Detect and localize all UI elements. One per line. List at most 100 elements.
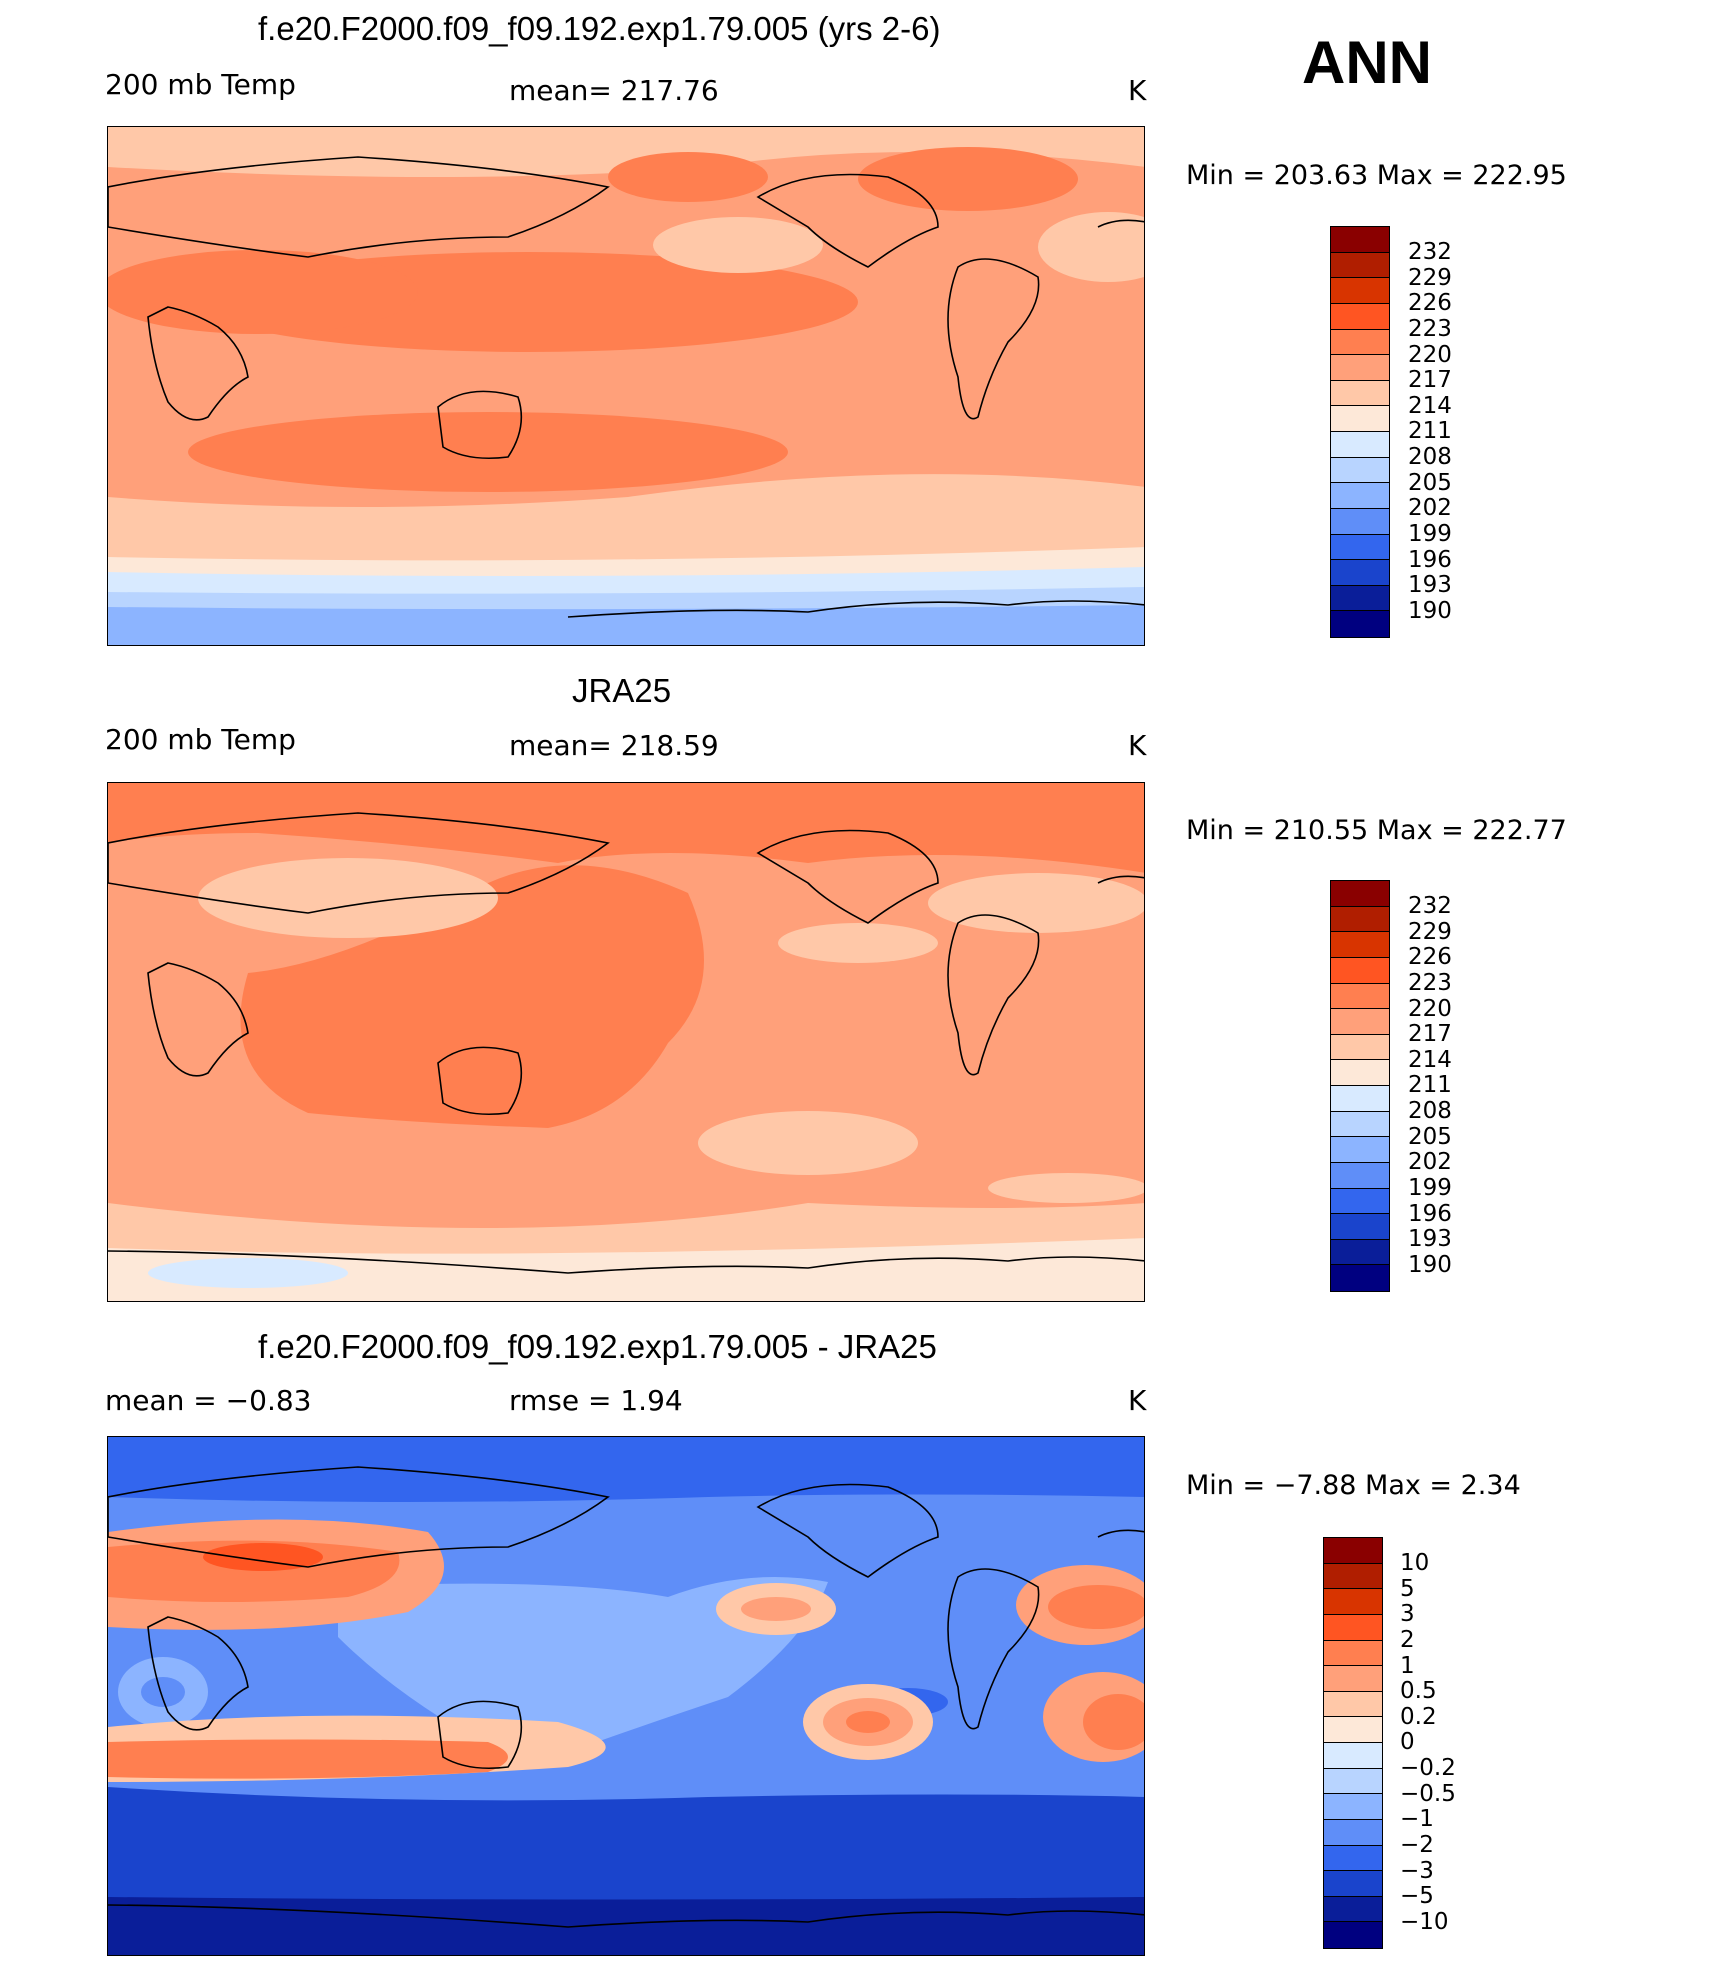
colorbar-swatch [1324,1794,1382,1820]
colorbar-swatch [1331,585,1389,612]
panel-1-title: f.e20.F2000.f09_f09.192.exp1.79.005 (yrs… [258,10,941,47]
panel-1-units-label: K [1128,74,1147,107]
colorbar-swatch [1324,1896,1382,1923]
colorbar-tick-label: 0.2 [1400,1703,1437,1730]
panel-3-title: f.e20.F2000.f09_f09.192.exp1.79.005 - JR… [258,1328,937,1365]
colorbar-swatch [1324,1819,1382,1846]
colorbar-tick-label: 5 [1400,1575,1415,1602]
panel-1-map [107,126,1145,646]
colorbar-swatch [1331,508,1389,535]
colorbar-tick-label: −3 [1400,1857,1434,1884]
colorbar-tick-label: 0 [1400,1729,1415,1756]
colorbar-swatch [1331,1060,1389,1086]
colorbar-swatch [1331,1034,1389,1061]
colorbar-swatch [1331,406,1389,432]
colorbar-swatch [1331,1239,1389,1266]
panel-2-units-label: K [1128,729,1147,762]
colorbar-swatch [1331,1162,1389,1189]
colorbar-swatch [1331,1086,1389,1112]
season-label: ANN [1302,29,1432,96]
colorbar-tick-label: −0.2 [1400,1755,1456,1781]
colorbar-swatch [1331,534,1389,561]
colorbar-tick-label: 202 [1408,1149,1452,1176]
colorbar-swatch [1324,1614,1382,1641]
panel-1-variable-label: 200 mb Temp [105,68,296,101]
colorbar-swatch [1324,1768,1382,1795]
colorbar-tick-label: −10 [1400,1908,1449,1935]
panel-2-minmax: Min = 210.55 Max = 222.77 [1186,815,1567,846]
colorbar-swatch [1324,1589,1382,1615]
colorbar-swatch [1324,1691,1382,1718]
panel-3-rmse-label: rmse = 1.94 [509,1384,683,1417]
panel-3-map [107,1436,1145,1956]
panel-2-mean-label: mean= 218.59 [509,729,719,762]
colorbar-tick-label: 220 [1408,995,1452,1022]
panel-2-map [107,782,1145,1302]
colorbar-swatch [1331,1265,1389,1291]
panel-2-colorbar-ticks: 232 229 226 223 220 217 214 211 208 205 202 199 196 1… [1408,893,1452,1278]
colorbar-swatch [1331,380,1389,407]
colorbar-tick-label: 190 [1408,1251,1452,1278]
panel-3-colorbar-ticks: 10 5 3 2 1 0.5 0.2 0 −0.2 −0.5 −1 −2 −3 −5 −10 [1400,1550,1456,1935]
colorbar-tick-label: 223 [1408,315,1452,342]
colorbar-tick-label: 211 [1408,418,1452,445]
colorbar-tick-label: 217 [1408,1021,1452,1048]
colorbar-tick-label: 229 [1408,918,1452,945]
colorbar-tick-label: 202 [1408,495,1452,522]
panel-1-mean-label: mean= 217.76 [509,74,719,107]
colorbar-swatch [1324,1743,1382,1769]
panel-3-mean-label: mean = −0.83 [105,1384,312,1417]
colorbar-swatch [1331,303,1389,330]
panel-3-units-label: K [1128,1384,1147,1417]
colorbar-swatch [1331,1009,1389,1035]
colorbar-tick-label: 3 [1400,1601,1415,1628]
panel-2-variable-label: 200 mb Temp [105,723,296,756]
colorbar-swatch [1331,252,1389,279]
colorbar-tick-label: 196 [1408,1200,1452,1227]
colorbar-tick-label: 232 [1408,893,1452,919]
panel-2-contour-field [108,783,1144,1301]
colorbar-swatch [1331,932,1389,958]
colorbar-tick-label: −5 [1400,1883,1434,1910]
colorbar-tick-label: 232 [1408,239,1452,265]
colorbar-swatch [1331,329,1389,356]
colorbar-tick-label: 220 [1408,341,1452,368]
panel-1-minmax: Min = 203.63 Max = 222.95 [1186,160,1567,191]
colorbar-tick-label: 223 [1408,969,1452,996]
colorbar-tick-label: −0.5 [1400,1780,1456,1807]
colorbar-tick-label: 211 [1408,1072,1452,1099]
colorbar-swatch [1331,432,1389,458]
colorbar-tick-label: 226 [1408,290,1452,317]
colorbar-tick-label: 205 [1408,469,1452,496]
panel-3-colorbar [1323,1537,1383,1949]
panel-2-title: JRA25 [572,672,672,709]
panel-3-contour-field [108,1437,1144,1955]
colorbar-swatch [1324,1640,1382,1667]
colorbar-swatch [1331,457,1389,484]
colorbar-swatch [1331,355,1389,381]
colorbar-tick-label: 10 [1400,1550,1430,1576]
colorbar-tick-label: 214 [1408,392,1452,419]
colorbar-tick-label: 193 [1408,572,1452,599]
colorbar-tick-label: 199 [1408,1174,1452,1201]
colorbar-tick-label: 199 [1408,520,1452,547]
colorbar-tick-label: 217 [1408,367,1452,394]
colorbar-swatch [1324,1922,1382,1948]
panel-1-colorbar [1330,226,1390,638]
colorbar-swatch [1331,560,1389,586]
colorbar-swatch [1331,227,1389,253]
colorbar-swatch [1324,1538,1382,1564]
colorbar-tick-label: −2 [1400,1831,1434,1858]
colorbar-swatch [1324,1871,1382,1897]
colorbar-tick-label: 205 [1408,1123,1452,1150]
colorbar-swatch [1324,1717,1382,1743]
colorbar-tick-label: 190 [1408,597,1452,624]
colorbar-swatch [1331,1188,1389,1215]
colorbar-swatch [1331,881,1389,907]
colorbar-tick-label: 193 [1408,1226,1452,1253]
colorbar-tick-label: 214 [1408,1046,1452,1073]
colorbar-swatch [1331,906,1389,933]
colorbar-tick-label: 226 [1408,944,1452,971]
colorbar-tick-label: 229 [1408,264,1452,291]
colorbar-swatch [1331,957,1389,984]
